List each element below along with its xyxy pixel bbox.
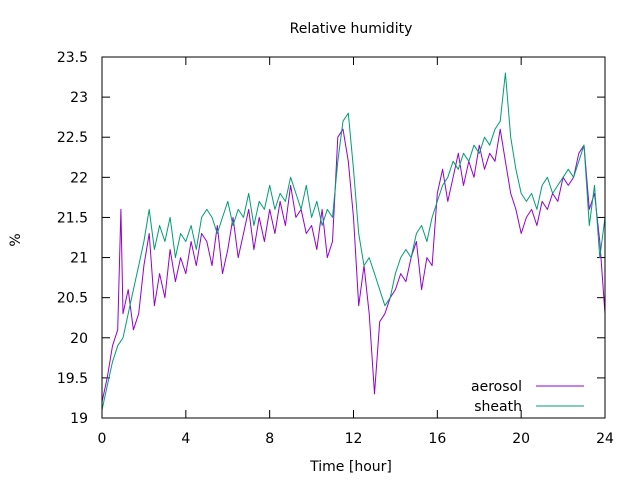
x-tick-label: 20 bbox=[512, 431, 530, 447]
y-tick-label: 20 bbox=[70, 331, 88, 347]
x-axis-label: Time [hour] bbox=[309, 459, 392, 475]
legend-label-aerosol: aerosol bbox=[471, 379, 522, 395]
y-axis-label: % bbox=[8, 233, 24, 246]
x-tick-label: 24 bbox=[596, 431, 614, 447]
legend: aerosol sheath bbox=[471, 379, 584, 415]
y-tick-label: 20.5 bbox=[57, 291, 88, 307]
x-tick-label: 12 bbox=[345, 431, 363, 447]
axis-ticks bbox=[101, 56, 606, 419]
x-tick-label: 0 bbox=[98, 431, 107, 447]
x-tick-label: 8 bbox=[265, 431, 274, 447]
y-tick-label: 23.5 bbox=[57, 50, 88, 66]
legend-label-sheath: sheath bbox=[474, 399, 522, 415]
y-tick-label: 21 bbox=[70, 251, 88, 267]
y-tick-label: 23 bbox=[70, 90, 88, 106]
x-tick-label: 16 bbox=[428, 431, 446, 447]
series-line-sheath bbox=[101, 72, 606, 411]
y-tick-label: 22.5 bbox=[57, 130, 88, 146]
chart-title: Relative humidity bbox=[290, 21, 413, 37]
axis-tick-labels: 0 4 8 12 16 20 24 19 19.5 20 20.5 21 21.5 22 22.5 23 23.… bbox=[57, 50, 614, 447]
y-tick-label: 22 bbox=[70, 170, 88, 186]
series-line-aerosol bbox=[101, 128, 606, 403]
y-tick-label: 21.5 bbox=[57, 210, 88, 226]
y-tick-label: 19 bbox=[70, 411, 88, 427]
x-tick-label: 4 bbox=[181, 431, 190, 447]
y-tick-label: 19.5 bbox=[57, 371, 88, 387]
plot-frame bbox=[101, 56, 606, 419]
data-series bbox=[101, 72, 606, 411]
